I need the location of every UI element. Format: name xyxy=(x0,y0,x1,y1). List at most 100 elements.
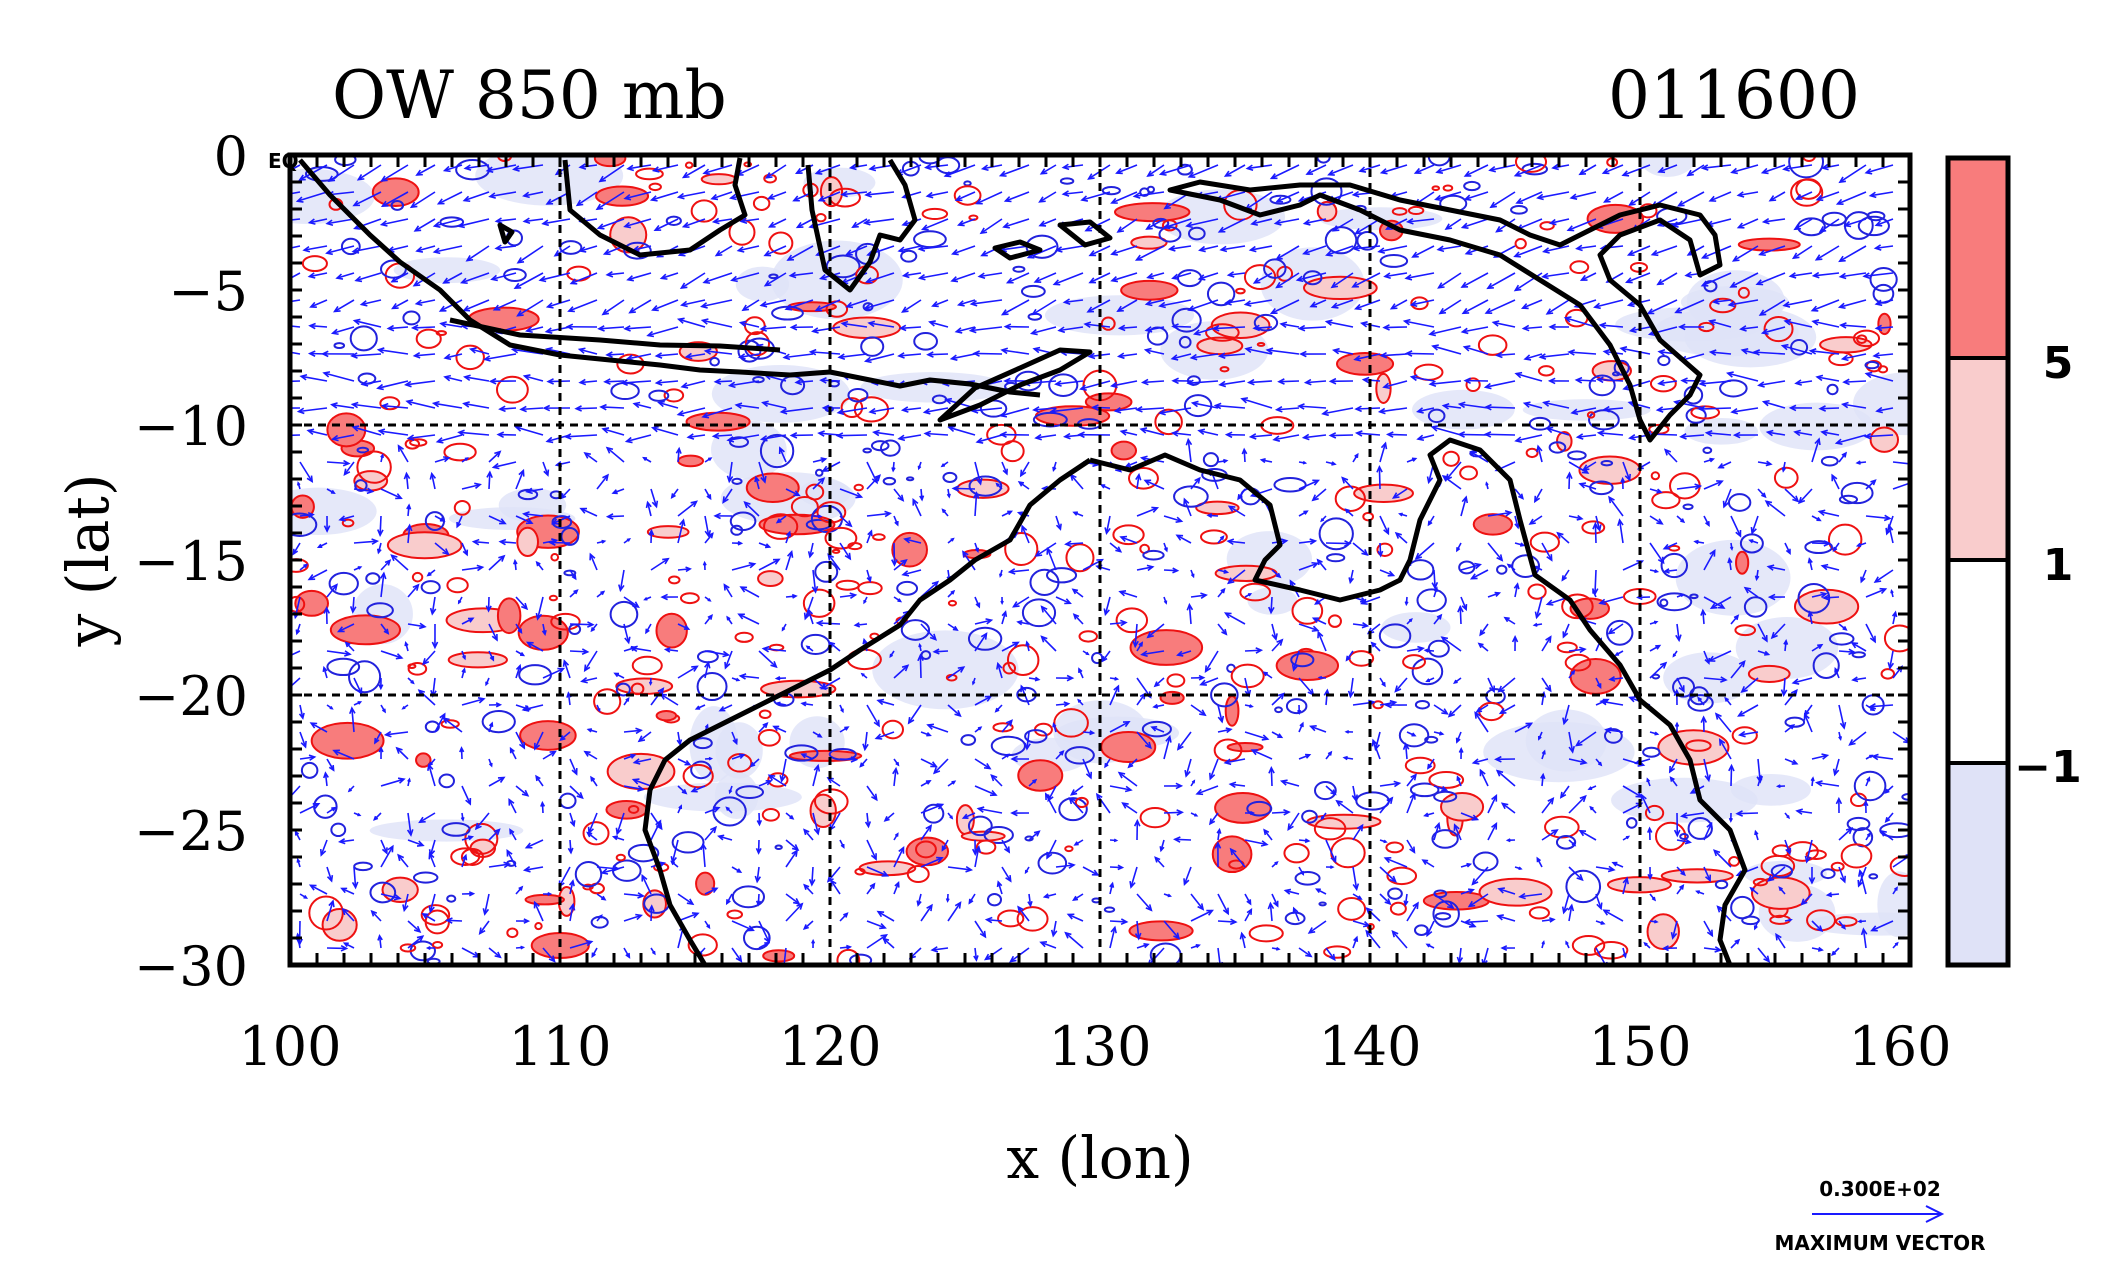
wind-vector xyxy=(1461,272,1489,288)
wind-vector-head xyxy=(1497,887,1506,894)
wind-vector xyxy=(704,650,729,656)
positive-ow-patch xyxy=(695,871,716,896)
wind-vector-head xyxy=(1171,273,1179,281)
wind-vector-head xyxy=(435,437,444,444)
wind-vector-head xyxy=(1311,561,1320,569)
wind-vector-head xyxy=(1574,739,1583,747)
wind-vector xyxy=(308,429,328,436)
wind-vector xyxy=(1819,218,1840,233)
wind-vector xyxy=(1658,380,1678,385)
wind-vector xyxy=(704,887,718,895)
wind-vector-head xyxy=(545,436,554,444)
wind-vector xyxy=(1145,349,1165,355)
ow-contour xyxy=(356,450,392,484)
ow-contour xyxy=(1709,297,1737,314)
wind-vector-head xyxy=(1309,301,1318,308)
wind-vector-head xyxy=(648,528,655,536)
wind-vector xyxy=(353,245,382,253)
wind-vector-head xyxy=(1602,909,1610,916)
wind-vector-head xyxy=(632,401,641,409)
wind-vector-head xyxy=(800,753,807,759)
wind-vector xyxy=(1352,920,1370,927)
wind-vector-head xyxy=(319,848,327,857)
wind-vector-head xyxy=(1089,730,1096,736)
wind-vector-head xyxy=(1489,201,1497,209)
wind-vector-head xyxy=(1518,892,1526,900)
wind-vector-head xyxy=(1456,956,1464,965)
wind-vector-head xyxy=(631,778,640,785)
wind-vector xyxy=(1033,407,1057,411)
wind-vector xyxy=(1595,515,1601,531)
wind-vector-head xyxy=(463,374,471,382)
ow-contour xyxy=(1411,657,1444,686)
wind-vector xyxy=(303,245,328,251)
wind-vector-head xyxy=(1579,274,1588,281)
wind-vector-head xyxy=(1840,401,1849,409)
wind-vector-head xyxy=(1078,667,1083,673)
ow-contour xyxy=(880,439,901,457)
wind-vector-head xyxy=(1283,809,1291,816)
ow-contour xyxy=(627,843,660,863)
wind-vector xyxy=(704,826,717,841)
wind-vector xyxy=(893,488,904,501)
ow-contour xyxy=(1510,204,1528,215)
wind-vector-head xyxy=(952,625,959,632)
wind-vector xyxy=(1603,909,1624,922)
wind-vector xyxy=(1460,496,1467,517)
wind-vector xyxy=(1758,380,1786,387)
wind-vector xyxy=(1276,191,1300,203)
wind-vector-head xyxy=(897,494,905,502)
wind-vector xyxy=(1568,461,1589,474)
positive-ow-patch xyxy=(1110,440,1138,461)
wind-vector xyxy=(947,666,965,679)
negative-ow-patch xyxy=(1675,539,1791,616)
ow-contour xyxy=(1427,639,1450,658)
wind-vector xyxy=(1464,164,1489,177)
wind-vector xyxy=(569,623,593,626)
wind-vector-head xyxy=(703,348,712,355)
wind-vector xyxy=(332,434,355,440)
wind-vector xyxy=(418,689,436,706)
wind-vector xyxy=(1859,870,1867,895)
wind-vector xyxy=(1700,380,1732,385)
wind-vector-head xyxy=(1770,631,1778,640)
wind-vector xyxy=(855,623,868,627)
wind-vector-head xyxy=(1520,303,1529,310)
ow-contour xyxy=(1020,284,1046,298)
wind-vector-head xyxy=(1700,164,1709,171)
wind-vector-head xyxy=(1608,675,1616,682)
wind-vector-head xyxy=(840,320,849,328)
ow-contour xyxy=(1378,623,1412,649)
wind-vector xyxy=(920,758,937,768)
wind-vector-head xyxy=(325,248,333,256)
wind-vector xyxy=(740,586,760,598)
ow-contour xyxy=(1828,351,1854,367)
wind-vector-head xyxy=(340,887,348,894)
wind-vector xyxy=(933,758,949,774)
wind-vector xyxy=(804,596,814,619)
wind-vector xyxy=(1228,540,1246,544)
wind-vector-head xyxy=(767,221,776,228)
wind-vector xyxy=(677,731,681,745)
wind-vector xyxy=(1136,407,1165,411)
wind-vector xyxy=(1866,372,1894,382)
wind-vector-head xyxy=(917,273,926,281)
wind-vector-head xyxy=(1354,452,1359,459)
wind-vector-head xyxy=(1807,610,1814,617)
wind-vector xyxy=(332,326,355,335)
wind-vector xyxy=(327,218,355,225)
wind-vector-head xyxy=(1153,681,1160,688)
wind-vector-head xyxy=(1602,348,1611,356)
wind-vector-head xyxy=(1309,538,1318,545)
wind-vector-head xyxy=(1589,805,1594,811)
wind-vector xyxy=(380,488,402,499)
wind-vector xyxy=(1622,878,1628,895)
ow-contour xyxy=(1283,843,1310,864)
wind-vector xyxy=(703,164,733,175)
wind-vector-head xyxy=(1686,169,1694,177)
wind-vector-head xyxy=(925,780,932,785)
wind-vector xyxy=(623,729,642,733)
wind-vector-head xyxy=(897,598,903,603)
ow-contour xyxy=(1409,782,1440,798)
ow-contour xyxy=(446,894,457,903)
